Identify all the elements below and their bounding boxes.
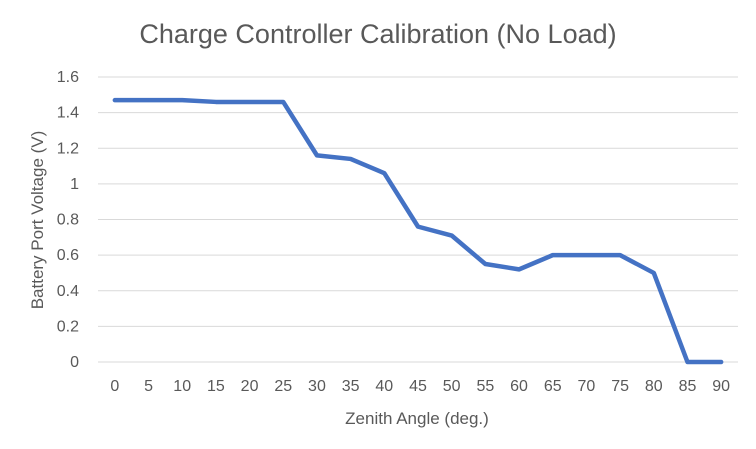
y-axis-ticks: 0 0.2 0.4 0.6 0.8 1 1.2 1.4 1.6 — [57, 69, 79, 371]
data-point — [417, 226, 419, 228]
x-tick-label: 85 — [679, 378, 697, 395]
data-point — [350, 158, 352, 160]
x-tick-label: 10 — [173, 378, 191, 395]
data-point — [114, 99, 116, 101]
data-point — [451, 235, 453, 237]
y-tick-label: 1.6 — [57, 69, 79, 86]
y-tick-label: 1 — [70, 176, 79, 193]
x-tick-label: 5 — [144, 378, 153, 395]
x-tick-label: 0 — [110, 378, 119, 395]
data-point — [316, 154, 318, 156]
x-tick-label: 55 — [476, 378, 494, 395]
x-tick-label: 50 — [443, 378, 461, 395]
x-tick-label: 70 — [578, 378, 596, 395]
y-tick-label: 1.2 — [57, 140, 79, 157]
data-point — [215, 101, 217, 103]
y-tick-label: 0.6 — [57, 247, 79, 264]
data-point — [619, 254, 621, 256]
x-axis-title: Zenith Angle (deg.) — [345, 409, 489, 428]
x-tick-label: 15 — [207, 378, 225, 395]
data-point — [585, 254, 587, 256]
x-tick-label: 20 — [241, 378, 259, 395]
chart-title: Charge Controller Calibration (No Load) — [139, 19, 616, 49]
x-axis-ticks: 0 5 10 15 20 25 30 35 40 45 50 55 60 65 70 75 80 85 90 — [110, 378, 730, 395]
y-tick-label: 0 — [70, 354, 79, 371]
data-point — [148, 99, 150, 101]
x-tick-label: 90 — [712, 378, 730, 395]
data-point — [720, 361, 722, 363]
data-point — [282, 101, 284, 103]
y-tick-label: 1.4 — [57, 105, 79, 122]
series-line — [112, 97, 724, 365]
series-layer — [112, 97, 724, 365]
data-point — [484, 263, 486, 265]
data-point — [249, 101, 251, 103]
x-tick-label: 75 — [611, 378, 629, 395]
x-tick-label: 80 — [645, 378, 663, 395]
y-tick-label: 0.2 — [57, 318, 79, 335]
y-tick-label: 0.8 — [57, 212, 79, 229]
x-tick-label: 45 — [409, 378, 427, 395]
y-tick-label: 0.4 — [57, 283, 79, 300]
x-tick-label: 40 — [375, 378, 393, 395]
y-axis-title: Battery Port Voltage (V) — [28, 131, 47, 310]
x-tick-label: 30 — [308, 378, 326, 395]
x-tick-label: 25 — [274, 378, 292, 395]
gridlines — [98, 76, 738, 363]
data-point — [686, 361, 688, 363]
data-point — [552, 254, 554, 256]
data-point — [383, 172, 385, 174]
x-tick-label: 35 — [342, 378, 360, 395]
data-point — [518, 268, 520, 270]
x-tick-label: 60 — [510, 378, 528, 395]
x-tick-label: 65 — [544, 378, 562, 395]
data-point — [653, 272, 655, 274]
data-point — [181, 99, 183, 101]
